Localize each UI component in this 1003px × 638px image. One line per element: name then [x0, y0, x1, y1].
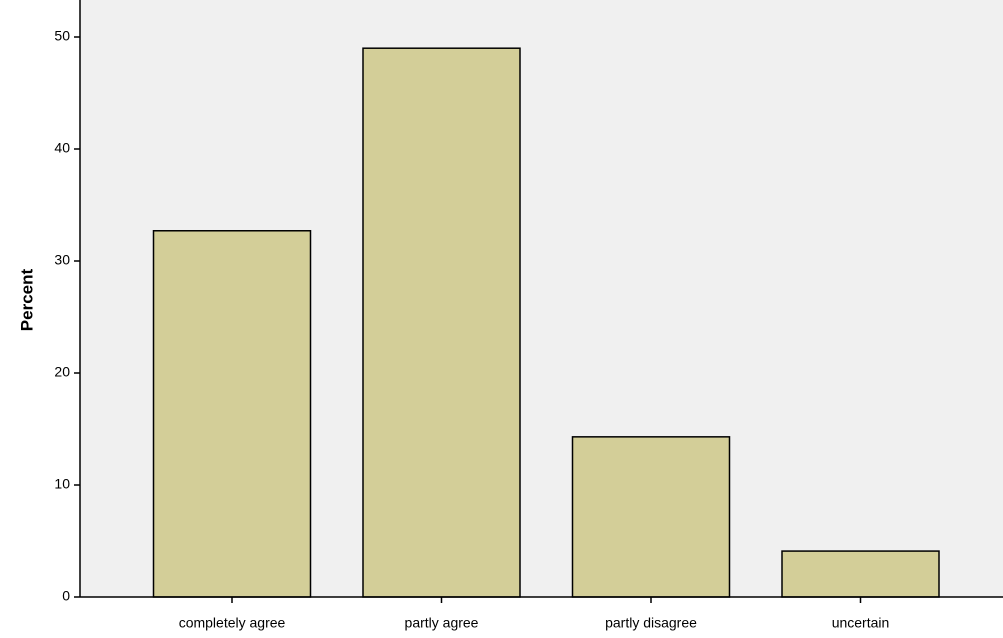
y-tick-label: 50 — [54, 28, 70, 44]
x-tick-label: partly disagree — [605, 615, 697, 631]
bar — [154, 231, 311, 597]
x-ticks-group: completely agree partly agree partly disag… — [179, 597, 890, 631]
y-tick-label: 10 — [54, 476, 70, 492]
y-tick-label: 20 — [54, 364, 70, 380]
bar — [782, 551, 939, 597]
y-tick-label: 30 — [54, 252, 70, 268]
x-tick-label: uncertain — [832, 615, 890, 631]
y-ticks-group: 0 10 20 30 40 50 — [54, 28, 80, 604]
x-tick-label: partly agree — [405, 615, 479, 631]
bar — [573, 437, 730, 597]
y-axis-title: Percent — [17, 268, 36, 331]
x-tick-label: completely agree — [179, 615, 286, 631]
y-tick-label: 40 — [54, 140, 70, 156]
bar — [363, 48, 520, 597]
y-tick-label: 0 — [62, 588, 70, 604]
